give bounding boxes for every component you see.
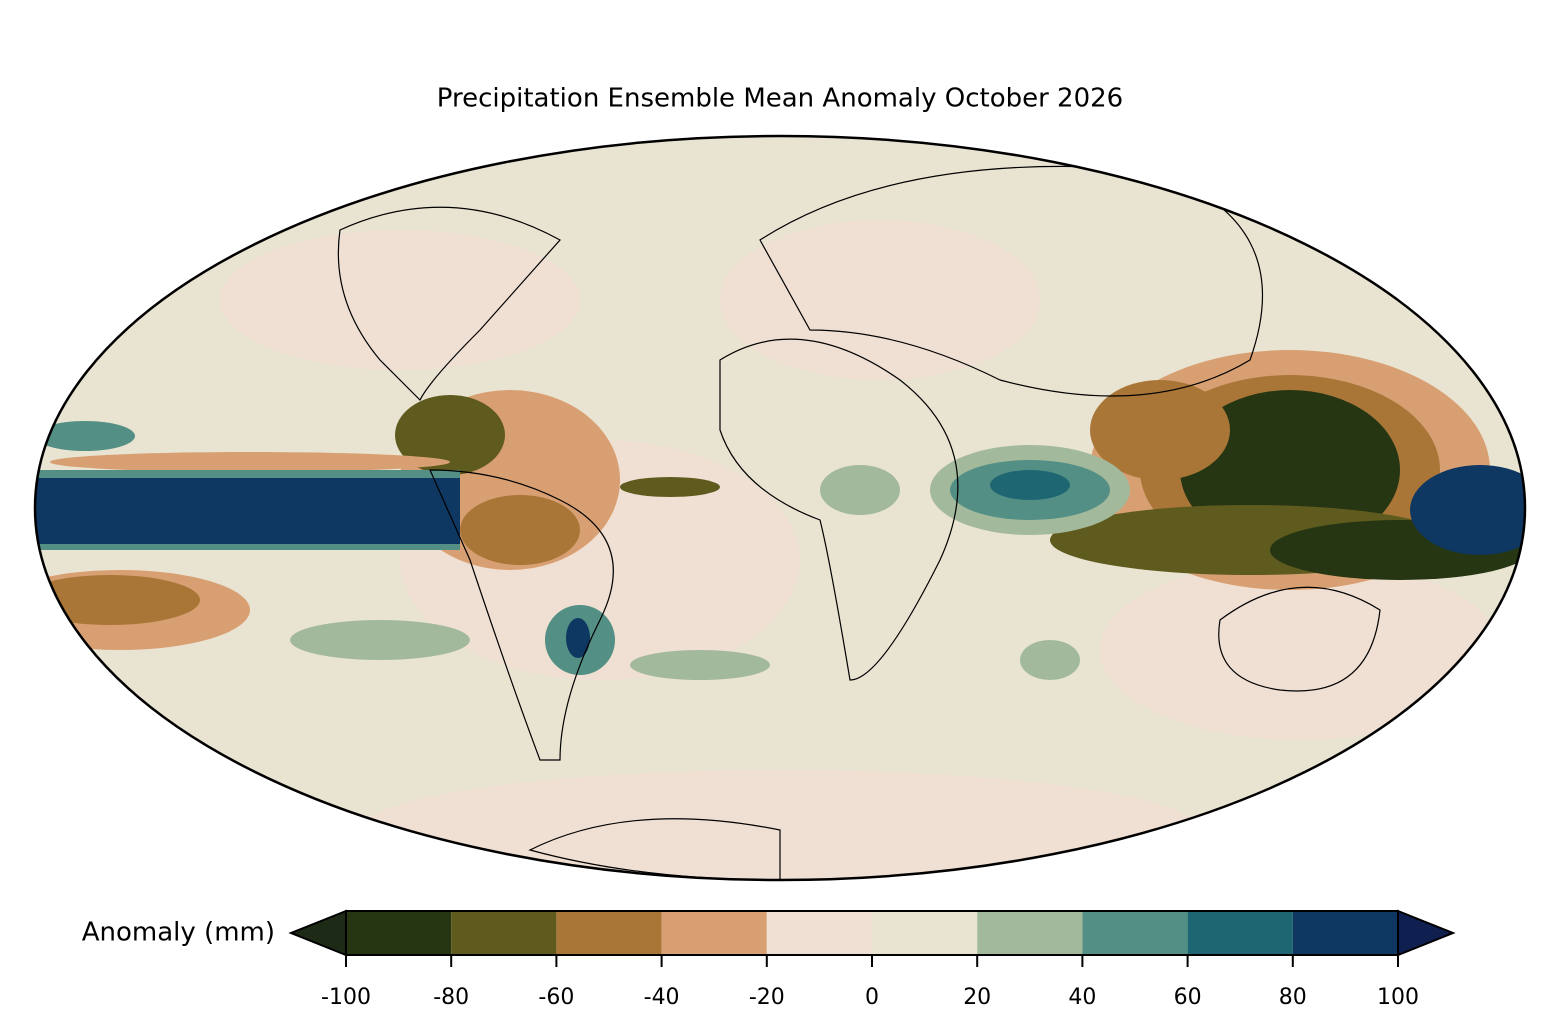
colorbar-extend-max — [1397, 909, 1456, 957]
colorbar-segment — [451, 911, 557, 955]
colorbar-segment — [1187, 911, 1293, 955]
colorbar-segment — [766, 911, 872, 955]
colorbar-tick-label: -60 — [538, 985, 574, 1010]
colorbar-tick-label: 100 — [1377, 985, 1419, 1010]
map-title: Precipitation Ensemble Mean Anomaly Octo… — [437, 84, 1123, 114]
colorbar-segment — [1082, 911, 1188, 955]
colorbar-label: Anomaly (mm) — [82, 918, 275, 948]
colorbar-tick-label: -40 — [644, 985, 680, 1010]
colorbar-tick-label: -20 — [749, 985, 785, 1010]
colorbar-tick-label: 60 — [1174, 985, 1202, 1010]
colorbar: -100 -80 -60 -40 -20 0 20 40 60 80 100 — [288, 909, 1456, 1010]
colorbar-segment — [1292, 911, 1398, 955]
map-border — [33, 134, 1527, 882]
colorbar-segment — [872, 911, 978, 955]
colorbar-tick-label: 0 — [865, 985, 879, 1010]
colorbar-segment — [556, 911, 662, 955]
colorbar-tick-label: 40 — [1068, 985, 1096, 1010]
colorbar-segment — [346, 911, 452, 955]
colorbar-tick-label: -80 — [433, 985, 469, 1010]
colorbar-tick-label: 20 — [963, 985, 991, 1010]
colorbar-segment — [977, 911, 1083, 955]
colorbar-extend-min — [288, 909, 347, 957]
colorbar-tick-label: -100 — [321, 985, 371, 1010]
colorbar-segment — [661, 911, 767, 955]
map — [35, 136, 1525, 880]
colorbar-tick-label: 80 — [1279, 985, 1307, 1010]
